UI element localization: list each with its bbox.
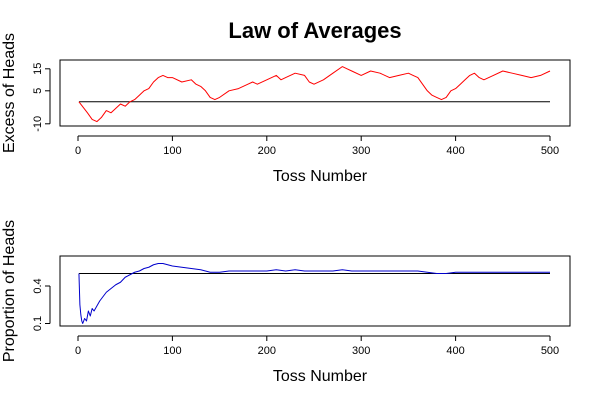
panel1-plot-frame (59, 59, 571, 127)
panel1-y-tick-label-neg10: -10 (32, 116, 44, 132)
panel2-x-tick-label-100: 100 (163, 345, 181, 357)
panel2-y-tick-label-0_1: 0.1 (32, 316, 44, 331)
panel2-y-axis-title: Proportion of Heads (1, 220, 18, 362)
panel2-y-tick-label-0_4: 0.4 (32, 278, 44, 293)
panel2-x-tick-label-500: 500 (541, 345, 559, 357)
panel1-x-tick-label-500: 500 (541, 145, 559, 157)
panel1-series-line-1 (78, 66, 551, 123)
panel1-x-tick-label-400: 400 (446, 145, 464, 157)
panel2-x-tick-label-200: 200 (258, 345, 276, 357)
panel2-series-line-1 (78, 263, 550, 324)
panel1-x-tick-label-300: 300 (352, 145, 370, 157)
panel2-x-tick-label-0: 0 (75, 345, 81, 357)
panel1-y-tick-label-15: 15 (32, 63, 44, 75)
panel2-x-axis-title: Toss Number (273, 368, 368, 385)
panel1-x-tick-label-200: 200 (258, 145, 276, 157)
panel2-plot-frame (59, 255, 571, 327)
panel1-y-tick-label-5: 5 (32, 88, 44, 94)
panel1-x-tick-label-0: 0 (75, 145, 81, 157)
panel1-y-axis-title: Excess of Heads (1, 33, 18, 153)
panel1-x-axis-title: Toss Number (273, 168, 368, 185)
panel2-x-tick-label-300: 300 (352, 345, 370, 357)
figure-title: Law of Averages (228, 18, 401, 43)
panel2-x-tick-label-400: 400 (446, 345, 464, 357)
panel1-x-tick-label-100: 100 (163, 145, 181, 157)
